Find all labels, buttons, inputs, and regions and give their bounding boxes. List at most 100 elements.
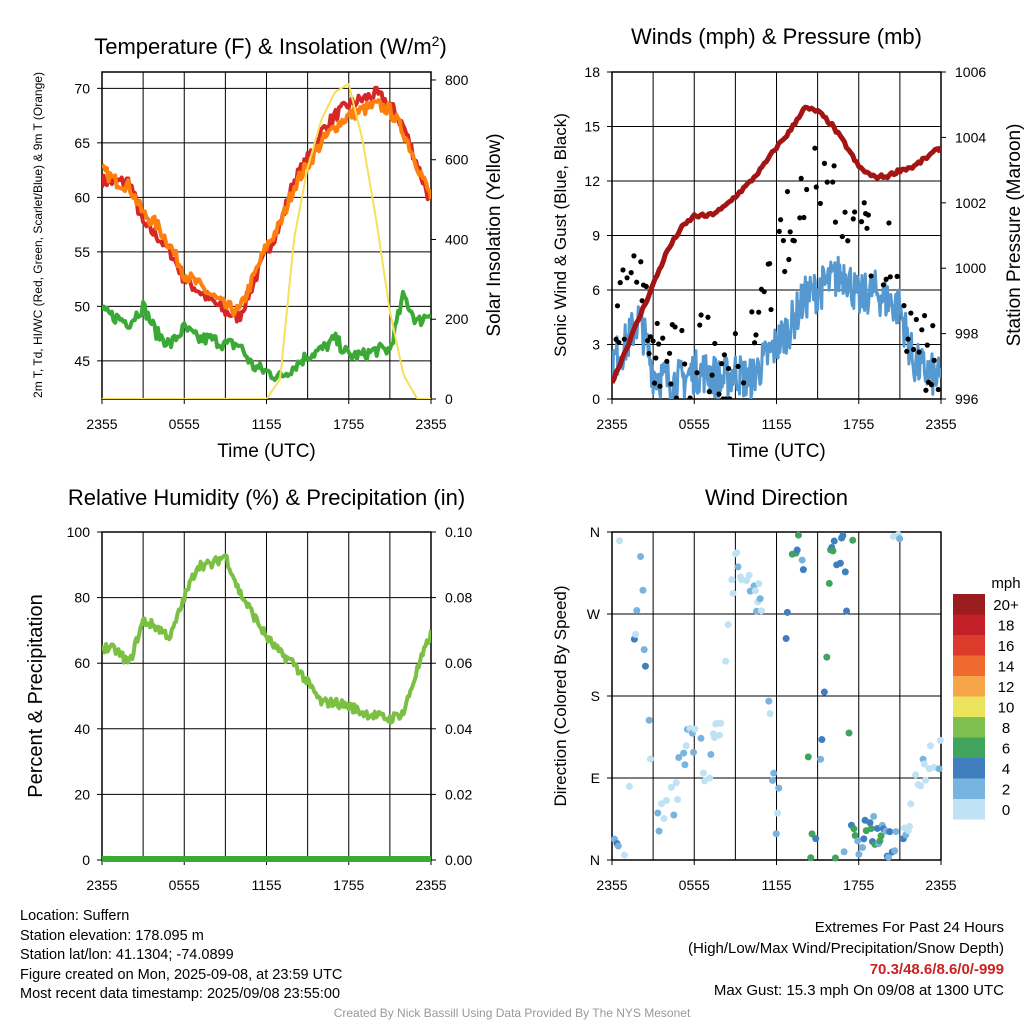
gust-point bbox=[639, 298, 645, 304]
gust-point bbox=[628, 270, 634, 276]
gust-point bbox=[913, 316, 919, 323]
plot-frame bbox=[611, 531, 942, 861]
insolation-line bbox=[102, 83, 431, 399]
legend-swatch bbox=[953, 594, 985, 615]
gust-point bbox=[617, 280, 623, 286]
figure-created: Figure created on Mon, 2025-09-08, at 23… bbox=[20, 966, 343, 983]
extremes-title: Extremes For Past 24 Hours bbox=[814, 919, 1004, 936]
gust-point bbox=[812, 145, 818, 151]
direction-point bbox=[798, 556, 806, 564]
direction-point bbox=[717, 719, 725, 727]
y-tick-label: 80 bbox=[74, 590, 90, 606]
direction-point bbox=[823, 653, 831, 661]
gust-point bbox=[780, 237, 786, 244]
gust-point bbox=[919, 327, 925, 333]
direction-point bbox=[745, 571, 753, 579]
direction-point bbox=[681, 761, 689, 769]
direction-point bbox=[715, 731, 723, 739]
direction-point bbox=[836, 559, 844, 567]
direction-point bbox=[682, 742, 690, 750]
x-tick-label: 0555 bbox=[679, 877, 710, 893]
legend-swatch bbox=[953, 799, 985, 820]
direction-point bbox=[794, 531, 802, 539]
gust-point bbox=[616, 339, 622, 346]
gust-point bbox=[883, 276, 889, 282]
gust-point bbox=[673, 395, 680, 399]
legend-label: 18 bbox=[998, 618, 1015, 635]
gust-point bbox=[839, 233, 845, 240]
direction-point bbox=[766, 710, 774, 718]
legend-label: 6 bbox=[1002, 741, 1010, 758]
direction-point bbox=[672, 779, 680, 787]
y-axis-label: 2m T, Td, HI/WC (Red, Green, Scarlet/Blu… bbox=[31, 72, 45, 398]
y2-tick-label: 0.06 bbox=[445, 655, 472, 671]
direction-point bbox=[922, 776, 930, 784]
y-tick-label: 60 bbox=[74, 655, 90, 671]
legend-swatch bbox=[953, 758, 985, 779]
y2-tick-label: 1006 bbox=[955, 64, 986, 80]
gust-point bbox=[709, 372, 715, 378]
gust-point bbox=[832, 219, 839, 225]
direction-point bbox=[657, 800, 665, 808]
x-tick-label: 2355 bbox=[86, 416, 117, 432]
gust-point bbox=[801, 214, 807, 221]
direction-point bbox=[812, 835, 820, 843]
x-tick-label: 0555 bbox=[169, 877, 200, 893]
direction-point bbox=[808, 830, 816, 838]
gust-point bbox=[864, 225, 870, 231]
y2-tick-label: 1000 bbox=[955, 260, 986, 276]
direction-point bbox=[654, 809, 662, 817]
direction-point bbox=[867, 824, 875, 832]
gust-point bbox=[753, 332, 759, 338]
direction-point bbox=[912, 771, 920, 779]
legend-swatch bbox=[953, 635, 985, 656]
direction-point bbox=[843, 607, 851, 615]
direction-point bbox=[859, 844, 867, 852]
direction-point bbox=[765, 697, 773, 705]
legend-label: 4 bbox=[1002, 761, 1010, 778]
gust-point bbox=[894, 273, 900, 280]
y2-tick-label: 200 bbox=[445, 311, 469, 327]
gust-point bbox=[865, 212, 871, 218]
direction-point bbox=[854, 837, 862, 845]
temperature-series-group bbox=[102, 83, 431, 399]
y2-tick-label: 400 bbox=[445, 231, 469, 247]
x-tick-label: 1755 bbox=[333, 877, 364, 893]
gust-point bbox=[821, 160, 828, 166]
gust-point bbox=[924, 342, 930, 348]
legend-swatch bbox=[953, 696, 985, 717]
gust-point bbox=[672, 324, 678, 330]
gust-point bbox=[817, 200, 823, 207]
direction-point bbox=[892, 828, 900, 836]
direction-point bbox=[620, 851, 628, 859]
direction-point bbox=[820, 688, 828, 696]
gust-point bbox=[631, 253, 637, 259]
gust-point bbox=[868, 273, 874, 279]
y-tick-label: 50 bbox=[74, 298, 90, 314]
gust-point bbox=[647, 334, 653, 340]
direction-point bbox=[877, 832, 885, 840]
legend-swatch bbox=[953, 778, 985, 799]
gust-point bbox=[620, 267, 626, 273]
gust-point bbox=[751, 340, 758, 346]
direction-point bbox=[896, 535, 904, 543]
y-tick-label: 15 bbox=[584, 119, 600, 135]
direction-point bbox=[645, 716, 653, 724]
y-tick-label: N bbox=[590, 852, 600, 868]
direction-point bbox=[775, 784, 783, 792]
y-tick-label: 0 bbox=[82, 852, 90, 868]
direction-point bbox=[675, 753, 683, 761]
direction-point bbox=[641, 662, 649, 670]
direction-point bbox=[637, 553, 645, 561]
y-tick-label: 18 bbox=[584, 64, 600, 80]
gust-point bbox=[694, 370, 700, 376]
gust-point bbox=[880, 282, 887, 288]
direction-point bbox=[743, 576, 751, 584]
x-tick-label: 2355 bbox=[415, 877, 446, 893]
gust-point bbox=[741, 380, 747, 386]
gust-point bbox=[614, 303, 621, 309]
direction-point bbox=[662, 796, 670, 804]
y-tick-label: W bbox=[587, 606, 601, 622]
gust-point bbox=[727, 396, 733, 399]
latest-timestamp: Most recent data timestamp: 2025/09/08 2… bbox=[20, 986, 341, 1002]
